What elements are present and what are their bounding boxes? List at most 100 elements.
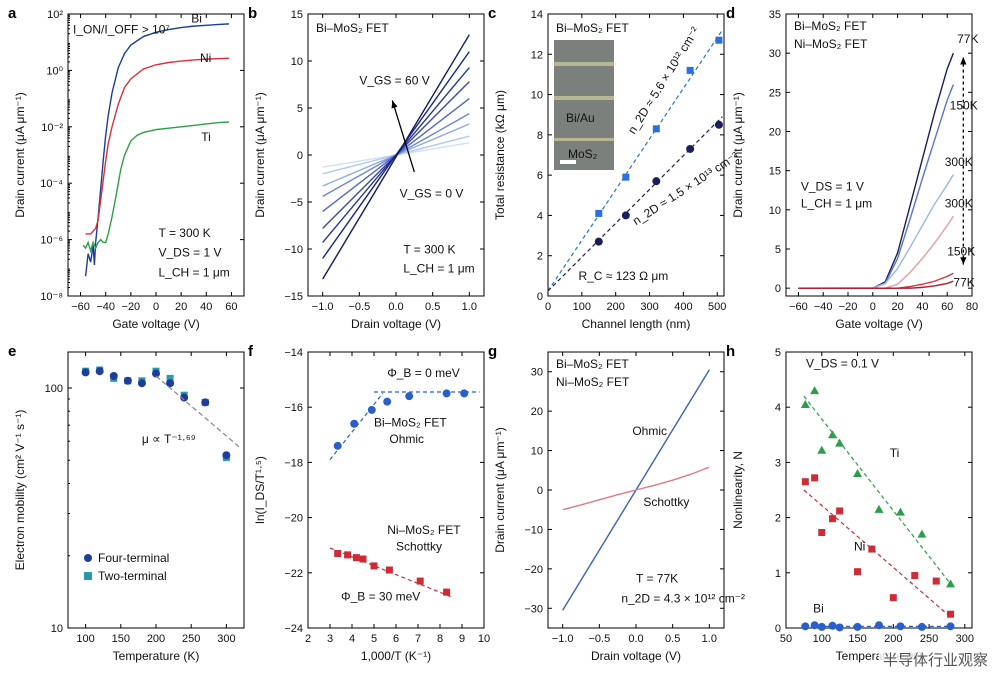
annotation: Ohmic (632, 424, 667, 438)
series-bi-point (817, 622, 826, 631)
x-tick-label: 0 (153, 301, 159, 313)
series-four-terminal-point (166, 379, 175, 388)
annotation: T = 300 K (403, 243, 455, 257)
x-tick-label: −20 (122, 301, 141, 313)
x-tick-label: −60 (71, 301, 90, 313)
x-axis-label: Drain voltage (V) (591, 649, 681, 663)
y-tick-label: 1 (775, 568, 781, 580)
inset-scale-bar (560, 160, 576, 164)
annotation: 150K (947, 244, 975, 258)
series-bi-point (896, 622, 905, 631)
series-four-terminal-point (152, 369, 160, 378)
y-tick-label: 14 (531, 9, 543, 21)
annotation: V_DS = 1 V (801, 179, 864, 193)
y-tick-label: −18 (284, 457, 303, 469)
y-tick-label: 15 (769, 166, 781, 178)
x-tick-label: 0 (545, 301, 551, 313)
series-ni-fit-line (803, 489, 951, 618)
series-ni-point (359, 555, 367, 563)
chart-title: Bi–MoS₂ FET (316, 21, 389, 35)
series-ni-point (385, 566, 393, 574)
y-axis-label: Drain current (μA μm⁻¹) (731, 92, 745, 218)
series-ti-point (895, 507, 905, 516)
x-tick-label: 1.0 (702, 633, 717, 645)
y-tick-label: −10 (284, 244, 303, 256)
y-axis-label: Drain current (μA μm⁻¹) (253, 92, 267, 218)
x-tick-label: 3 (327, 633, 333, 645)
series-four-terminal-point (201, 398, 210, 407)
series-ni-line (85, 57, 229, 235)
series-77k-line (798, 52, 955, 289)
y-tick-label: 25 (769, 87, 781, 99)
series-ni-point (911, 572, 919, 580)
x-tick-label: −1.0 (312, 301, 334, 313)
y-tick-label: 4 (775, 402, 781, 414)
series-1-point (714, 120, 723, 129)
annotation: V_DS = 1 V (159, 246, 222, 260)
series-bi-label: Bi (191, 11, 202, 25)
annotation: V_GS = 0 V (400, 186, 464, 200)
y-axis-label: ln(I_DS/T¹·⁵) (253, 456, 267, 524)
series-ni-point (352, 554, 360, 562)
series-ni-point (854, 568, 862, 576)
y-tick-label: −24 (284, 623, 303, 635)
series-ti-label: Ti (890, 446, 900, 460)
arrow-head (960, 57, 967, 65)
x-tick-label: 20 (891, 301, 903, 313)
series-ti-fit-line (803, 395, 952, 585)
series-ti-point (853, 468, 863, 477)
series-four-terminal-point (109, 372, 118, 380)
annotation: Φ_B = 0 meV (387, 366, 460, 380)
panel-d: d −60 −40 −20 0 20 40 60 80 0 5 10 15 20 25 30 35 Gate vo… (726, 5, 978, 331)
x-axis-label: 1,000/T (K⁻¹) (361, 649, 431, 663)
series-ni-point (801, 478, 809, 486)
x-tick-label: 60 (941, 301, 953, 313)
x-tick-label: 6 (393, 633, 399, 645)
y-tick-label: 4 (537, 210, 543, 222)
legend-label: Four-terminal (98, 551, 169, 565)
annotation: Φ_B = 30 meV (341, 589, 420, 603)
x-tick-label: 80 (966, 301, 978, 313)
y-tick-label: 6 (537, 170, 543, 182)
series-ni-point (932, 577, 940, 585)
x-tick-label: −0.5 (588, 633, 610, 645)
panel-letter-a: a (8, 5, 17, 22)
inset-label-bi-au: Bi/Au (566, 111, 595, 125)
x-tick-label: 0.5 (425, 301, 440, 313)
series-ti-point (810, 386, 820, 395)
annotation: μ ∝ T⁻¹·⁶⁹ (142, 432, 196, 446)
y-tick-label: 30 (769, 48, 781, 60)
x-tick-label: 10 (478, 633, 490, 645)
series-bi-line (84, 23, 229, 277)
x-tick-label: 100 (813, 633, 831, 645)
y-tick-label: 0 (297, 150, 303, 162)
series-7-line (322, 51, 470, 259)
x-tick-label: 4 (349, 633, 355, 645)
series-bi-point (801, 622, 810, 631)
series-four-terminal-point (95, 367, 104, 376)
plot-area: V_GS = 60 V V_GS = 0 V T = 300 K L_CH = 1 μ… (322, 34, 475, 280)
y-axis-label: Total resistance (kΩ μm) (493, 90, 507, 220)
series-two-terminal-point (166, 374, 174, 382)
y-tick-label: 3 (775, 457, 781, 469)
x-tick-label: 40 (916, 301, 928, 313)
y-tick-label: 10 (769, 205, 781, 217)
series-bi-point (828, 621, 837, 630)
y-tick-label: 10⁻² (41, 122, 63, 134)
x-tick-label: 9 (459, 633, 465, 645)
x-tick-label: 7 (415, 633, 421, 645)
series-four-terminal-point (180, 393, 189, 402)
series-ni-point (334, 549, 342, 557)
x-tick-label: 1.0 (462, 301, 477, 313)
panel-letter-g: g (488, 343, 497, 360)
series-ti-line (82, 121, 229, 254)
x-tick-label: −20 (839, 301, 858, 313)
series-0-point (652, 125, 660, 133)
series-ni-point (868, 545, 876, 553)
legend-label: Ni–MoS₂ FET (556, 375, 630, 389)
x-tick-label: −0.5 (348, 301, 370, 313)
series-ni-point (811, 474, 819, 482)
x-tick-label: −60 (789, 301, 808, 313)
